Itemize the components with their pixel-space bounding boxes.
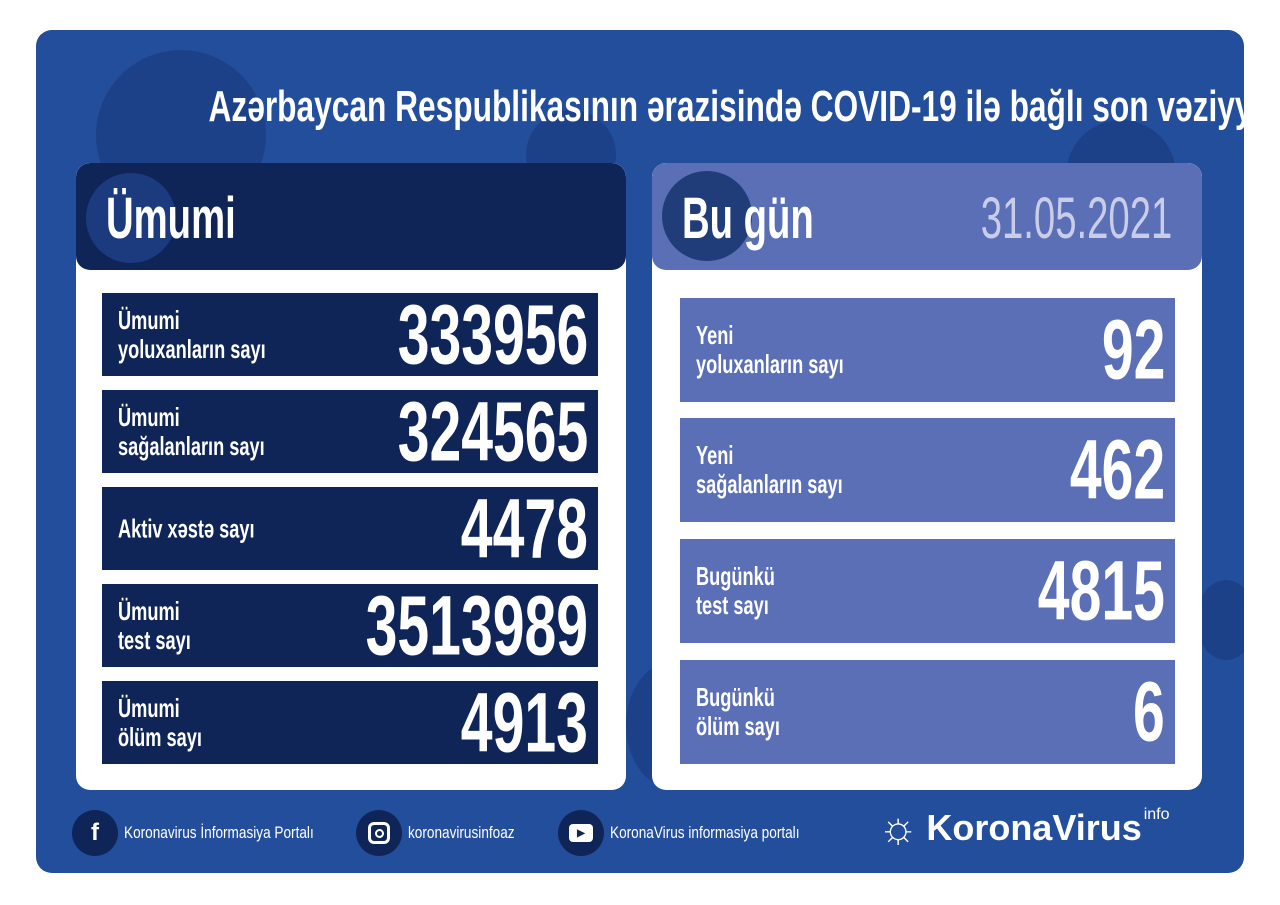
- stat-value: 6: [1133, 664, 1165, 759]
- virus-decoration: [1196, 580, 1244, 660]
- stat-row: Bugünkü test sayı 4815: [680, 539, 1175, 643]
- today-card: Bu gün 31.05.2021 Yeni yoluxanların sayı 9…: [652, 163, 1202, 790]
- stat-label-line2: yoluxanların sayı: [696, 349, 844, 379]
- stat-row: Bugünkü ölüm sayı 6: [680, 660, 1175, 764]
- virus-icon: [86, 173, 176, 263]
- instagram-icon: [356, 810, 402, 856]
- stat-label-line1: Yeni: [696, 440, 734, 470]
- stat-label: Bugünkü ölüm sayı: [696, 683, 816, 741]
- facebook-icon: f: [72, 810, 118, 856]
- instagram-link[interactable]: koronavirusinfoaz: [356, 810, 541, 856]
- stat-label: Yeni yoluxanların sayı: [696, 321, 907, 379]
- stat-value: 333956: [397, 287, 588, 381]
- stat-label-line2: ölüm sayı: [696, 711, 780, 741]
- stat-label: Ümumi sağalanların sayı: [118, 401, 328, 461]
- stat-label: Aktiv xəstə sayı: [118, 514, 313, 543]
- stat-row: Aktiv xəstə sayı 4478: [102, 481, 598, 575]
- stat-value: 4913: [460, 675, 588, 769]
- stat-label-line2: yoluxanların sayı: [118, 333, 266, 364]
- stat-value: 462: [1069, 422, 1165, 517]
- youtube-label: KoronaVirus informasiya portalı: [610, 823, 800, 842]
- stat-value: 4478: [460, 481, 588, 575]
- stat-value: 324565: [397, 384, 588, 478]
- date: 31.05.2021: [980, 186, 1172, 251]
- stat-label-line2: test sayı: [696, 590, 769, 620]
- total-card: Ümumi Ümumi yoluxanların sayı 333956 Ümumi s…: [76, 163, 626, 790]
- stat-row: Ümumi test sayı 3513989: [102, 578, 598, 672]
- youtube-icon: ▶: [558, 810, 604, 856]
- stat-row: Ümumi ölüm sayı 4913: [102, 675, 598, 769]
- stat-label-line1: Ümumi: [118, 595, 180, 626]
- logo-sup: info: [1143, 806, 1170, 823]
- stat-row: Ümumi yoluxanların sayı 333956: [102, 287, 598, 381]
- stat-label-line1: Yeni: [696, 320, 734, 350]
- stat-label-line1: Ümumi: [118, 692, 180, 723]
- stat-label: Yeni sağalanların sayı: [696, 441, 906, 499]
- logo-text: KoronaVirus: [926, 807, 1142, 848]
- stat-label-line2: ölüm sayı: [118, 721, 202, 752]
- today-heading: Bu gün: [682, 186, 814, 251]
- stat-label: Ümumi test sayı: [118, 595, 222, 655]
- stat-label-line1: Ümumi: [118, 401, 180, 432]
- facebook-label: Koronavirus İnformasiya Portalı: [124, 823, 314, 842]
- stat-label-line2: sağalanların sayı: [118, 430, 265, 461]
- page-title: Azərbaycan Respublikasının ərazisində CO…: [208, 82, 1280, 131]
- instagram-label: koronavirusinfoaz: [408, 823, 515, 842]
- koronavirus-logo: ☼ KoronaVirus info: [878, 806, 1170, 850]
- stat-value: 3513989: [365, 578, 588, 672]
- stat-label-line2: sağalanların sayı: [696, 469, 843, 499]
- stat-label: Ümumi ölüm sayı: [118, 692, 238, 752]
- stat-label-line2: test sayı: [118, 624, 191, 655]
- total-header: Ümumi: [76, 163, 626, 270]
- today-header: Bu gün 31.05.2021: [652, 163, 1202, 270]
- youtube-link[interactable]: ▶ KoronaVirus informasiya portalı: [558, 810, 847, 856]
- stat-value: 4815: [1037, 543, 1165, 638]
- stat-row: Yeni yoluxanların sayı 92: [680, 298, 1175, 402]
- stat-label-line1: Aktiv xəstə sayı: [118, 513, 255, 543]
- virus-icon: [662, 171, 752, 261]
- stat-row: Ümumi sağalanların sayı 324565: [102, 384, 598, 478]
- stat-label-line1: Ümumi: [118, 304, 180, 335]
- sun-icon: ☼: [878, 803, 919, 852]
- stat-value: 92: [1101, 302, 1165, 397]
- total-heading: Ümumi: [106, 186, 236, 251]
- stat-row: Yeni sağalanların sayı 462: [680, 418, 1175, 522]
- stat-label: Bugünkü test sayı: [696, 562, 809, 620]
- stat-label: Ümumi yoluxanların sayı: [118, 304, 329, 364]
- stat-label-line1: Bugünkü: [696, 682, 775, 712]
- stat-label-line1: Bugünkü: [696, 561, 775, 591]
- facebook-link[interactable]: f Koronavirus İnformasiya Portalı: [72, 810, 361, 856]
